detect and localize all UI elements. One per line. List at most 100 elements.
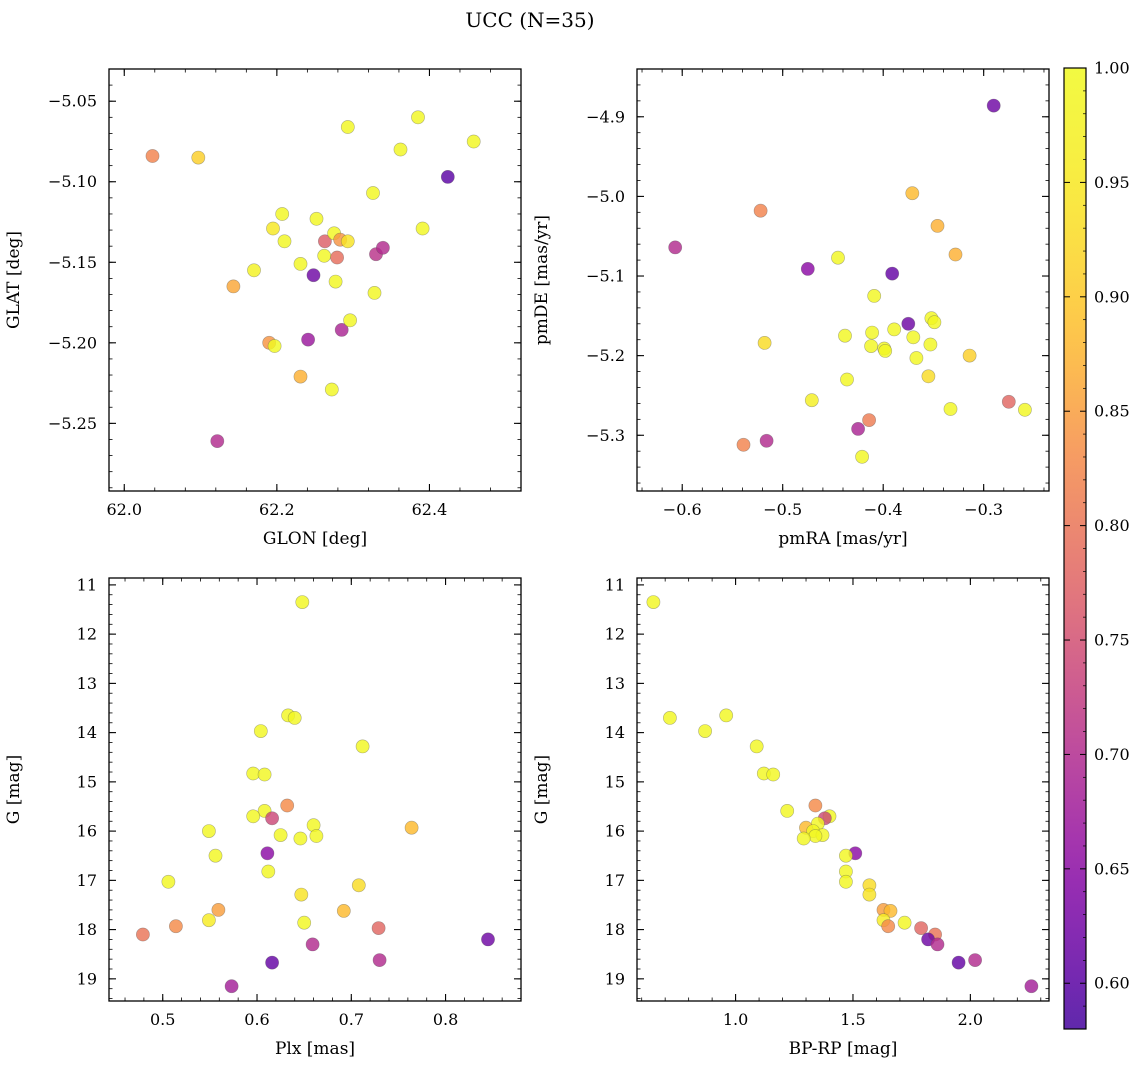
scatter-point [759, 433, 774, 448]
scatter-point [851, 421, 865, 436]
scatter-point [668, 240, 683, 255]
scatter-point [266, 221, 280, 236]
scatter-point [367, 285, 382, 300]
x-tick-label: 1.0 [723, 1010, 748, 1029]
scatter-point [201, 824, 216, 838]
scatter-point [309, 829, 324, 843]
y-tick-label: 18 [605, 920, 625, 939]
x-tick-label: 0.7 [339, 1010, 364, 1029]
scatter-points [135, 595, 495, 994]
y-tick-label: −5.25 [48, 414, 97, 433]
scatter-point [211, 903, 226, 917]
scatter-point [293, 256, 308, 271]
scatter-point [921, 369, 936, 384]
scatter-point [906, 330, 921, 345]
scatter-point [923, 337, 938, 352]
x-tick-label: −0.6 [663, 500, 702, 519]
x-tick-label: −0.3 [964, 500, 1003, 519]
scatter-point [355, 739, 370, 754]
colorbar-tick-label: 0.80 [1094, 516, 1130, 535]
scatter-point [265, 955, 279, 970]
scatter-point [808, 798, 823, 813]
scatter-point [293, 369, 308, 384]
scatter-point [411, 110, 425, 125]
scatter-point [293, 831, 308, 846]
scatter-point [909, 351, 924, 365]
scatter-point [168, 919, 183, 934]
y-axis-label: GLAT [deg] [4, 231, 24, 329]
x-tick-label: 2.0 [958, 1010, 983, 1029]
scatter-point [280, 798, 295, 813]
scatter-point [887, 322, 902, 337]
x-tick-label: 62.0 [106, 500, 142, 519]
scatter-point [324, 382, 339, 397]
scatter-point [340, 120, 355, 134]
scatter-point [466, 134, 481, 149]
scatter-point [698, 724, 712, 738]
panel-2: −0.6 −0.5 −0.4 −0.3 −5.3 −5.2 −5.1 −5.0 −4.9 pmRA… [532, 68, 1050, 549]
scatter-point [294, 887, 309, 902]
scatter-point [780, 804, 795, 818]
scatter-point [260, 846, 275, 861]
scatter-point [831, 250, 845, 265]
scatter-point [275, 207, 290, 221]
y-tick-label: 13 [77, 674, 97, 693]
y-tick-label: 19 [77, 969, 97, 988]
scatter-point [646, 595, 661, 609]
x-tick-label: 0.5 [150, 1010, 175, 1029]
scatter-point [273, 828, 288, 842]
scatter-point [881, 919, 896, 934]
scatter-point [930, 218, 945, 233]
scatter-point [914, 921, 928, 935]
scatter-point [905, 186, 920, 201]
scatter-point [328, 274, 343, 289]
figure-title: UCC (N=35) [465, 8, 594, 32]
scatter-points [646, 595, 1039, 994]
scatter-point [210, 434, 225, 448]
scatter-point [855, 449, 869, 464]
colorbar-tick-label: 0.60 [1094, 974, 1130, 993]
colorbar-tick-label: 0.95 [1094, 173, 1130, 192]
axes-frame [108, 577, 522, 1002]
y-axis-label: G [mag] [4, 755, 24, 824]
panel-3: 0.5 0.6 0.7 0.8 11 12 13 14 15 16 17 18 19 Plx [mas] G… [4, 575, 522, 1059]
colorbar-tick-label: 0.65 [1094, 859, 1130, 878]
scatter-point [246, 809, 261, 824]
scatter-point [930, 937, 945, 952]
scatter-point [309, 211, 324, 226]
x-tick-label: −0.5 [763, 500, 802, 519]
scatter-point [862, 887, 877, 902]
scatter-point [749, 739, 764, 754]
scatter-point [287, 711, 302, 725]
scatter-point [415, 221, 430, 236]
x-tick-label: 62.2 [259, 500, 295, 519]
scatter-point [161, 874, 176, 889]
scatter-point [224, 979, 239, 994]
y-tick-label: 18 [77, 920, 97, 939]
scatter-point [317, 248, 332, 263]
scatter-point [951, 955, 966, 970]
y-tick-label: −4.9 [586, 107, 625, 126]
scatter-point [1001, 394, 1016, 409]
scatter-point [719, 708, 734, 723]
scatter-point [277, 234, 292, 249]
axes-frame [108, 68, 522, 492]
scatter-point [351, 878, 366, 893]
scatter-point [297, 915, 312, 930]
x-axis-label: GLON [deg] [263, 529, 367, 549]
y-tick-label: 14 [77, 723, 97, 742]
y-tick-label: 16 [77, 822, 97, 841]
axes-frame [636, 577, 1050, 1002]
y-tick-label: −5.05 [48, 92, 97, 111]
scatter-point [796, 831, 811, 846]
scatter-point [340, 234, 355, 249]
scatter-point [766, 767, 781, 782]
scatter-point [968, 953, 982, 967]
scatter-point [663, 711, 677, 725]
scatter-point [839, 848, 853, 863]
y-axis-label: G [mag] [532, 755, 552, 824]
y-tick-label: 17 [605, 871, 625, 890]
scatter-point [247, 263, 261, 278]
colorbar-tick-label: 1.00 [1094, 59, 1130, 78]
